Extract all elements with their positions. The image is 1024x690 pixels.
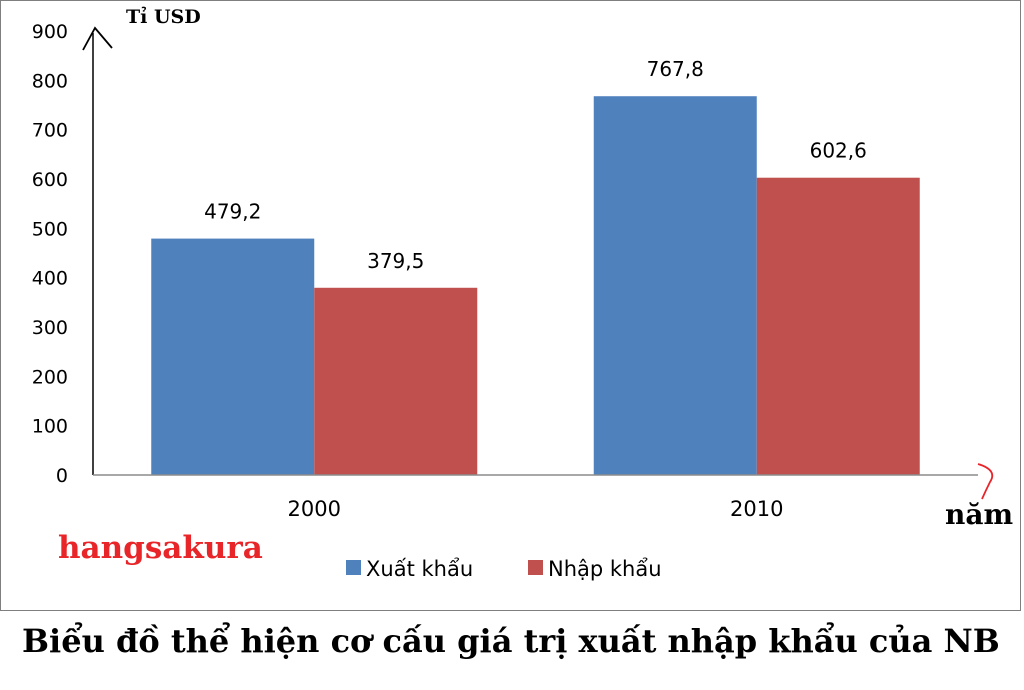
legend: Xuất khẩu Nhập khẩu (346, 557, 662, 581)
y-tick-label: 600 (32, 169, 68, 191)
x-category-label: 2000 (288, 497, 341, 521)
y-tick-label: 800 (32, 70, 68, 92)
bar-chart: 0 100 200 300 400 500 600 700 800 900 479,2 379,5 7… (32, 6, 1013, 581)
data-label: 379,5 (367, 249, 424, 273)
x-axis-unit-label: năm (945, 498, 1013, 531)
y-tick-label: 700 (32, 120, 68, 142)
y-tick-label: 200 (32, 366, 68, 388)
bar (593, 96, 757, 476)
x-axis-arrow-icon (977, 463, 994, 500)
y-tick-label: 500 (32, 218, 68, 240)
bar (756, 177, 920, 475)
bar (314, 287, 478, 475)
data-label: 602,6 (810, 139, 867, 163)
data-label: 479,2 (204, 200, 261, 224)
chart-title: Biểu đồ thể hiện cơ cấu giá trị xuất nhậ… (22, 622, 1000, 660)
legend-swatch (346, 560, 361, 575)
legend-swatch (528, 560, 543, 575)
bar (151, 238, 315, 475)
x-category-label: 2010 (730, 497, 783, 521)
data-labels: 479,2 379,5 767,8 602,6 (204, 57, 867, 273)
y-tick-label: 0 (56, 465, 68, 487)
axes (82, 26, 994, 500)
y-tick-label: 400 (32, 268, 68, 290)
category-labels: 2000 2010 (288, 497, 784, 521)
y-tick-label: 100 (32, 416, 68, 438)
y-tick-label: 300 (32, 317, 68, 339)
y-axis-unit-label: Tỉ USD (126, 6, 201, 28)
watermark-text: hangsakura (58, 530, 263, 566)
data-label: 767,8 (647, 57, 704, 81)
legend-label: Xuất khẩu (366, 557, 473, 581)
y-axis-ticks: 0 100 200 300 400 500 600 700 800 900 (32, 21, 68, 487)
y-axis-arrow-icon (82, 26, 113, 51)
legend-label: Nhập khẩu (548, 557, 662, 581)
bars (151, 96, 920, 476)
y-tick-label: 900 (32, 21, 68, 43)
